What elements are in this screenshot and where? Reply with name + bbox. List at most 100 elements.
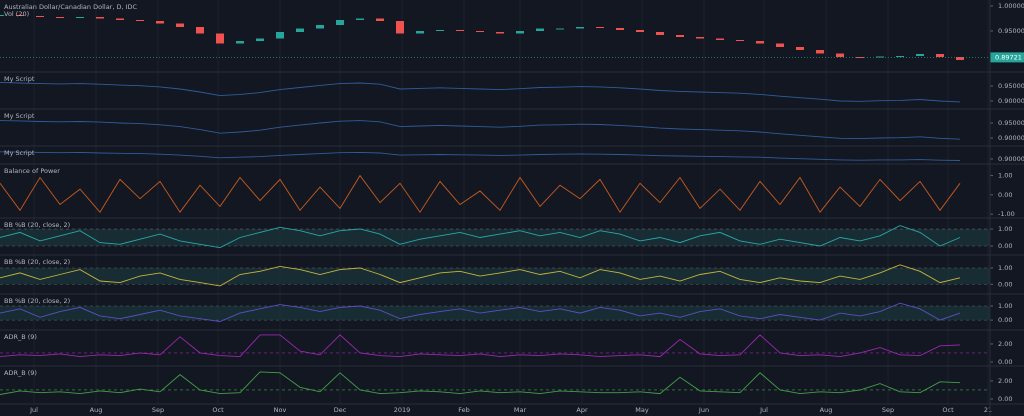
candle: [796, 47, 804, 50]
candle: [336, 20, 344, 25]
pane-title: Australian Dollar/Canadian Dollar, D, ID…: [4, 3, 138, 11]
pane-title: My Script: [4, 75, 35, 83]
pane-title: BB %B (20, close, 2): [4, 258, 70, 266]
candle: [636, 30, 644, 32]
candle: [236, 41, 244, 44]
candle: [416, 31, 424, 34]
candle: [356, 18, 364, 20]
y-tick-label: 0.90000: [998, 134, 1024, 142]
series-line: [0, 174, 961, 214]
candle: [376, 18, 384, 21]
x-tick-label: Jun: [698, 406, 709, 414]
x-tick-label: Sep: [882, 406, 894, 414]
y-tick-label: 0.00: [998, 358, 1012, 366]
x-tick-label: Mar: [514, 406, 527, 414]
x-tick-label: Aug: [90, 406, 103, 414]
candle: [696, 37, 704, 39]
candle: [816, 50, 824, 54]
candle: [956, 57, 964, 60]
y-tick-label: 0.95000: [998, 119, 1024, 127]
series-line: [0, 225, 961, 249]
candle: [216, 33, 224, 44]
y-tick-label: 0.00: [998, 242, 1012, 250]
pane-title: ADR_B (9): [4, 333, 37, 341]
x-tick-label: Aug: [820, 406, 833, 414]
series-line: [0, 151, 961, 161]
x-tick-label: 21: [984, 406, 992, 414]
y-tick-label: 0.00: [998, 395, 1012, 403]
pane-title: BB %B (20, close, 2): [4, 221, 70, 229]
pane-title: My Script: [4, 112, 35, 120]
candle: [436, 30, 444, 31]
y-tick-label: 1.00000: [998, 2, 1024, 10]
y-tick-label: 1.00: [998, 172, 1012, 180]
series-line: [0, 264, 961, 287]
candle: [676, 35, 684, 37]
series-line: [0, 371, 961, 395]
candle: [276, 32, 284, 39]
pane-subtitle: Vol (20): [4, 10, 29, 18]
y-tick-label: -1.00: [998, 210, 1015, 218]
candle: [76, 17, 84, 18]
candle: [156, 21, 164, 24]
candle: [596, 27, 604, 28]
candle: [56, 17, 64, 18]
candle: [0, 15, 4, 16]
y-tick-label: 2.00: [998, 340, 1012, 348]
y-tick-label: 0.00: [998, 316, 1012, 324]
candle: [936, 54, 944, 57]
y-tick-label: 0.90000: [998, 155, 1024, 163]
candle: [196, 27, 204, 34]
pane-title: Balance of Power: [4, 167, 60, 175]
candle: [856, 57, 864, 58]
candle: [96, 17, 104, 19]
candle: [776, 43, 784, 47]
x-tick-label: Dec: [334, 406, 347, 414]
candle: [756, 41, 764, 44]
x-tick-label: Jul: [29, 406, 38, 414]
y-tick-label: 2.00: [998, 377, 1012, 385]
x-tick-label: Apr: [576, 406, 588, 414]
candle: [116, 18, 124, 20]
candle: [396, 21, 404, 34]
last-price-tag: [990, 52, 1024, 63]
candle: [476, 31, 484, 32]
x-tick-label: Nov: [274, 406, 287, 414]
candle: [556, 28, 564, 30]
series-line: [0, 334, 961, 358]
x-tick-label: Sep: [152, 406, 164, 414]
candle: [716, 38, 724, 40]
candle: [16, 15, 24, 16]
candle: [316, 25, 324, 29]
series-line: [0, 302, 961, 322]
x-tick-label: Oct: [942, 406, 954, 414]
x-tick-label: 2019: [394, 406, 411, 414]
y-tick-label: 0.95000: [998, 27, 1024, 35]
candle: [836, 53, 844, 57]
candle: [656, 32, 664, 35]
candle: [496, 32, 504, 34]
candle: [896, 56, 904, 57]
candle: [516, 31, 524, 34]
series-line: [0, 120, 961, 140]
y-tick-label: 0.00: [998, 280, 1012, 288]
pane-title: BB %B (20, close, 2): [4, 297, 70, 305]
candle: [916, 54, 924, 56]
x-tick-label: Oct: [212, 406, 224, 414]
candle: [176, 23, 184, 27]
series-line: [0, 81, 961, 103]
y-tick-label: 0.90000: [998, 97, 1024, 105]
y-tick-label: 1.00: [998, 302, 1012, 310]
candle: [616, 28, 624, 30]
candle: [576, 27, 584, 29]
candle: [296, 28, 304, 32]
y-tick-label: 0.95000: [998, 82, 1024, 90]
y-tick-label: 0.00: [998, 191, 1012, 199]
last-price-label: 0.89721: [995, 53, 1022, 61]
candle: [536, 28, 544, 31]
x-tick-label: Feb: [458, 406, 470, 414]
candle: [136, 20, 144, 21]
pane-title: ADR_B (9): [4, 369, 37, 377]
